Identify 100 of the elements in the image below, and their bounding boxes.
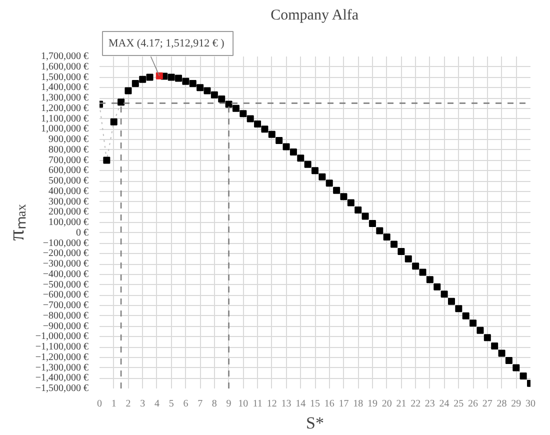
y-tick-label: 900,000 € [48,134,88,145]
x-tick-label: 1 [111,398,116,410]
point [520,372,527,380]
point [268,130,276,138]
point [354,206,362,214]
y-tick-label: 700,000 € [48,154,88,166]
point [182,78,190,85]
point [448,298,455,305]
point [240,110,247,118]
point [347,199,354,206]
y-tick-label: −1,100,000 € [35,342,88,352]
x-tick-label: 30 [526,398,536,410]
y-tick-label: 1,100,000 € [41,113,88,124]
x-tick-label: 7 [198,398,203,410]
y-tick-label: 0 € [76,227,88,238]
y-tick-label: −200,000 € [42,248,88,260]
x-tick-label: 14 [296,398,306,410]
y-tick-label: 400,000 € [48,186,88,197]
y-tick-label: 600,000 € [48,165,88,176]
point [491,342,498,350]
point [426,276,434,284]
y-tick-label: −1,000,000 € [35,331,88,342]
y-tick-label: 1,500,000 € [41,72,88,83]
point [276,137,283,144]
point [318,173,326,180]
x-tick-label: 11 [252,398,262,410]
y-tick-label: −500,000 € [42,279,88,290]
x-tick-label: 20 [382,398,392,410]
point [175,74,182,82]
y-tick-label: 800,000 € [48,144,88,156]
point [204,87,211,94]
point [404,255,412,262]
point [168,74,175,81]
x-tick-label: 5 [168,398,174,410]
point [505,356,512,364]
point [484,334,491,342]
x-tick-label: 27 [482,398,492,410]
point [512,364,520,372]
point [368,220,376,228]
y-tick-label: 100,000 € [48,217,88,228]
x-tick-label: 4 [154,398,160,410]
y-tick-label: −1,200,000 € [35,352,88,363]
point [434,283,441,290]
point [383,234,390,241]
y-tick-label: 300,000 € [48,196,88,208]
point [412,262,420,270]
x-tick-label: 21 [396,398,406,410]
point [476,326,484,334]
point [470,320,477,327]
y-tick-label: 1,300,000 € [41,92,88,104]
point [139,76,146,83]
y-tick-label: −100,000 € [42,238,88,249]
y-tick-label: −1,300,000 € [35,362,88,374]
point [254,120,262,128]
point [362,212,369,220]
y-tick-label: −1,500,000 € [35,383,88,394]
point [390,240,398,248]
x-tick-label: 13 [281,398,292,410]
point [103,156,110,164]
point [232,104,240,112]
point [498,350,506,357]
point [440,290,448,298]
point [261,126,268,133]
point [419,268,426,276]
point [326,180,333,187]
y-tick-label: −800,000 € [42,310,88,322]
chart-title: Company Alfa [270,8,359,24]
x-tick-label: 24 [439,398,450,410]
x-tick-label: 19 [367,398,378,410]
point [282,143,290,150]
y-tick-label: 1,600,000 € [41,61,88,72]
y-tick-label: 1,700,000 € [41,51,88,62]
point [218,96,226,103]
point [333,186,340,194]
x-tick-label: 6 [183,398,188,410]
x-tick-label: 17 [338,398,349,410]
point [246,115,254,122]
point [124,87,132,94]
point [132,80,139,87]
x-tick-label: 16 [324,398,334,410]
x-tick-label: 26 [468,398,478,410]
point [189,80,196,87]
y-axis-title: πₘₐₓ [3,204,28,241]
y-tick-label: −600,000 € [42,290,88,301]
x-tick-label: 10 [238,398,248,410]
point [297,154,304,162]
y-tick-label: −400,000 € [42,268,88,280]
point [398,248,405,256]
x-tick-label: 28 [496,398,507,410]
point [146,74,154,81]
x-axis-title: S* [306,414,324,432]
point [312,167,318,174]
x-tick-label: 0 [97,398,102,410]
y-tick-label: 1,400,000 € [41,82,88,94]
point [156,72,163,80]
x-tick-label: 29 [511,398,522,410]
x-tick-label: 22 [410,398,421,410]
point [225,100,232,108]
point [118,98,125,106]
point [210,91,218,98]
